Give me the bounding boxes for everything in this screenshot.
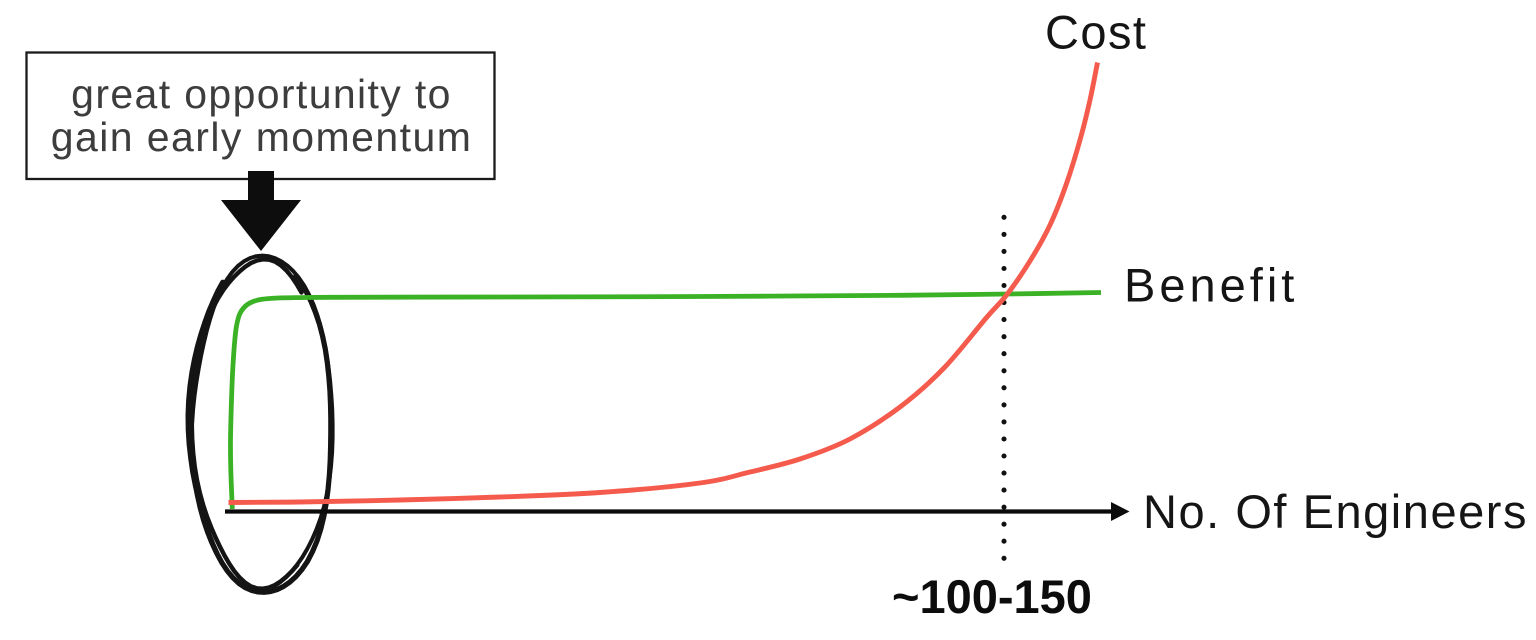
svg-text:great opportunity to: great opportunity to bbox=[71, 71, 452, 117]
svg-text:No. Of Engineers: No. Of Engineers bbox=[1143, 485, 1528, 538]
svg-text:~100-150: ~100-150 bbox=[892, 570, 1092, 623]
svg-text:gain early momentum: gain early momentum bbox=[51, 114, 473, 160]
svg-text:Benefit: Benefit bbox=[1124, 259, 1298, 312]
svg-text:Cost: Cost bbox=[1045, 6, 1147, 59]
